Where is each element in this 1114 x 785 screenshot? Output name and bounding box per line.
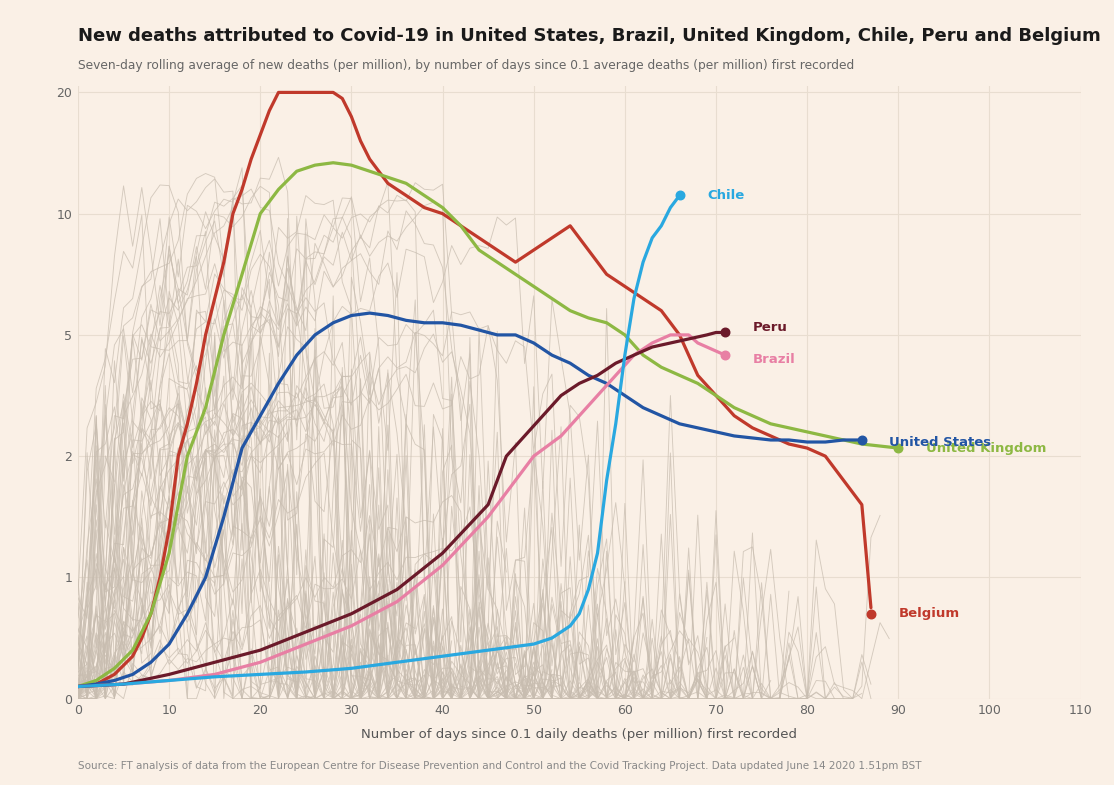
Point [716, 349, 734, 361]
Point [862, 608, 880, 620]
Text: Brazil: Brazil [752, 352, 795, 366]
Text: United Kingdom: United Kingdom [926, 442, 1046, 455]
Text: Peru: Peru [752, 321, 788, 334]
Text: Seven-day rolling average of new deaths (per million), by number of days since 0: Seven-day rolling average of new deaths … [78, 59, 854, 72]
X-axis label: Number of days since 0.1 daily deaths (per million) first recorded: Number of days since 0.1 daily deaths (p… [361, 728, 798, 741]
Point [671, 189, 688, 202]
Point [716, 327, 734, 339]
Text: Belgium: Belgium [898, 608, 959, 620]
Point [853, 433, 871, 446]
Text: United States: United States [889, 436, 991, 448]
Text: New deaths attributed to Covid-19 in United States, Brazil, United Kingdom, Chil: New deaths attributed to Covid-19 in Uni… [78, 27, 1101, 46]
Text: Source: FT analysis of data from the European Centre for Disease Prevention and : Source: FT analysis of data from the Eur… [78, 761, 921, 771]
Text: Chile: Chile [707, 189, 744, 202]
Point [889, 442, 907, 455]
